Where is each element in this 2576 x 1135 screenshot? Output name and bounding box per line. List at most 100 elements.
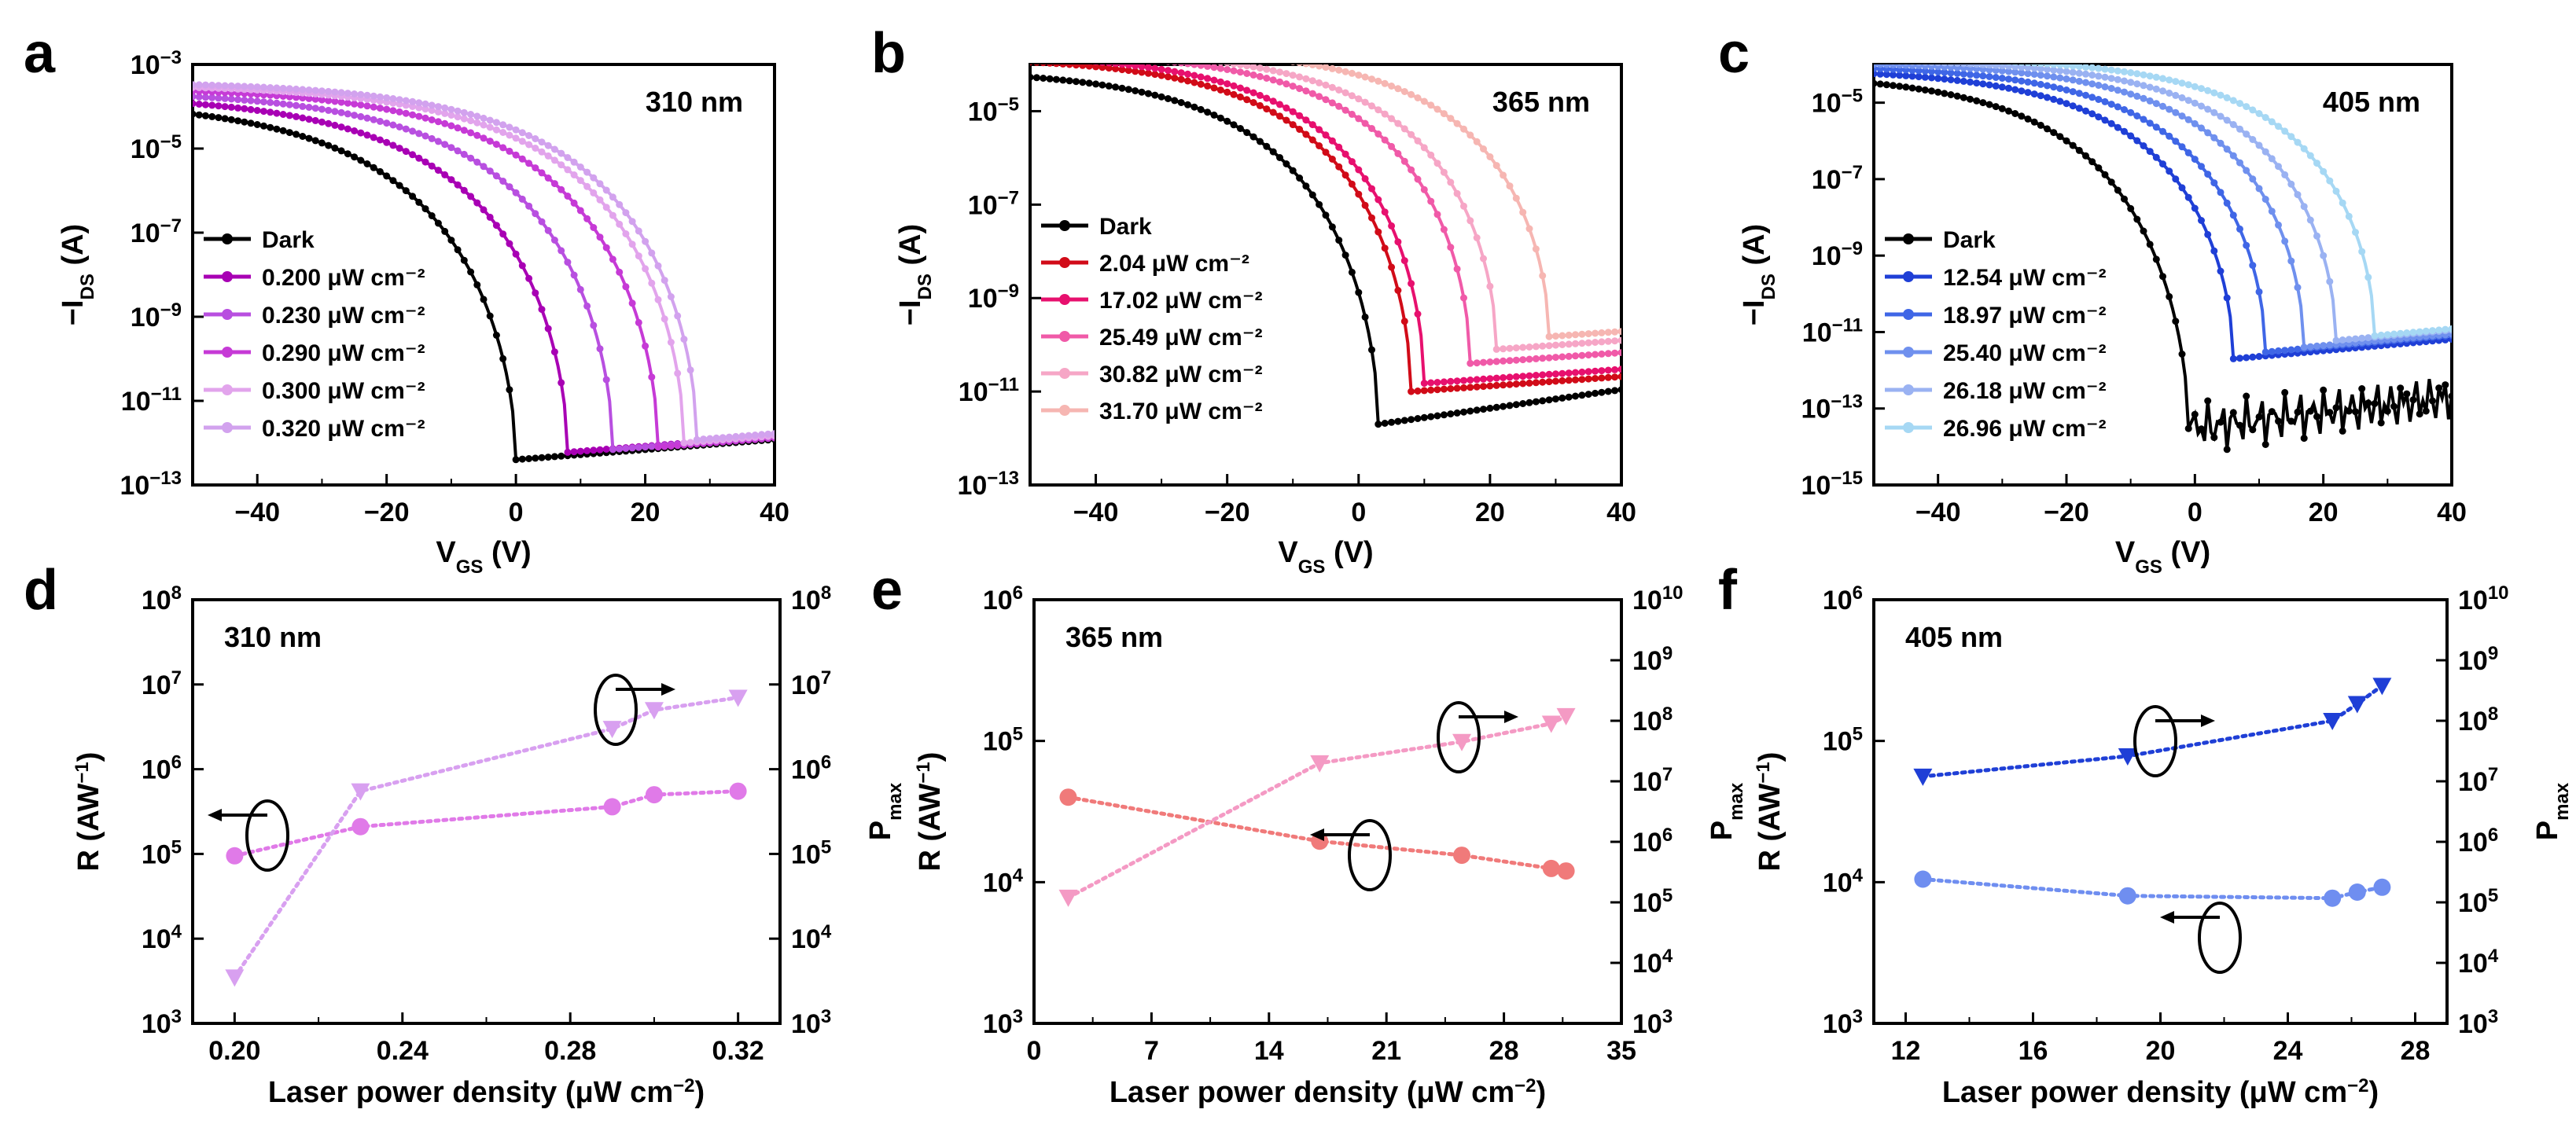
- series-point: [1973, 64, 1981, 68]
- series-point: [1341, 106, 1349, 114]
- y-right-tick-label: 104: [791, 921, 832, 955]
- series-point: [227, 116, 235, 123]
- series-point: [1256, 64, 1264, 72]
- series-point: [1059, 51, 1066, 58]
- series-point: [1124, 64, 1132, 69]
- series-point: [421, 105, 429, 113]
- series-point: [1480, 383, 1487, 391]
- series-point: [1539, 272, 1547, 280]
- legend-label: 0.290 μW cm⁻²: [262, 340, 425, 366]
- series-point: [738, 432, 746, 440]
- axis-indicator-ring: [1437, 701, 1481, 773]
- series-point: [259, 122, 267, 130]
- series-point: [622, 209, 630, 217]
- series-point: [1059, 64, 1067, 68]
- series-point: [1492, 162, 1500, 170]
- series-point: [415, 99, 423, 107]
- legend-label: 18.97 μW cm⁻²: [1943, 303, 2107, 329]
- series-point: [1948, 56, 1955, 63]
- x-tick-label: −20: [1205, 498, 1250, 527]
- series-point: [1551, 377, 1559, 385]
- series-point: [363, 91, 371, 99]
- series-point: [1348, 158, 1356, 166]
- series-point: [518, 195, 526, 203]
- series-point: [544, 325, 552, 332]
- panel-letter: d: [24, 559, 58, 622]
- series-point: [1565, 393, 1573, 401]
- series-point: [415, 130, 423, 138]
- x-tick-label: 0: [1351, 498, 1366, 527]
- series-point: [1230, 82, 1238, 90]
- series-point: [1973, 79, 1981, 87]
- series-point: [1092, 45, 1099, 52]
- series-point: [1190, 72, 1198, 79]
- series-point: [363, 160, 371, 167]
- series-point: [193, 93, 197, 101]
- series-point: [1492, 358, 1500, 365]
- series-point: [2435, 326, 2443, 334]
- series-point: [2172, 108, 2180, 116]
- series-point: [1198, 49, 1205, 56]
- series-point: [344, 110, 351, 118]
- series-point: [1915, 55, 1923, 62]
- series-point: [1506, 373, 1514, 381]
- series-point: [2275, 163, 2282, 171]
- series-point: [2255, 288, 2263, 296]
- series-point: [1578, 368, 1586, 376]
- series-point: [305, 104, 313, 111]
- series-point: [1243, 86, 1251, 94]
- series-point: [1388, 115, 1396, 123]
- series-point: [1592, 329, 1599, 337]
- series-point: [2050, 83, 2058, 91]
- series-point: [712, 434, 720, 442]
- series-point: [2082, 107, 2089, 115]
- series-point: [1512, 194, 1520, 202]
- series-point: [2422, 407, 2430, 415]
- series-point: [642, 237, 650, 245]
- series-point: [1282, 70, 1290, 78]
- series-point: [1172, 64, 1178, 66]
- series-point: [2249, 262, 2257, 270]
- series-point: [1890, 71, 1897, 79]
- series-point: [285, 93, 293, 101]
- series-point: [1204, 108, 1212, 116]
- y-tick-label: 10−7: [131, 215, 182, 249]
- series-point: [1532, 398, 1540, 406]
- series-point: [1361, 98, 1369, 106]
- series-point: [2191, 99, 2199, 107]
- series-point: [2332, 187, 2340, 195]
- x-tick-label: 14: [1254, 1036, 1284, 1066]
- series-point: [473, 281, 481, 288]
- y-axis-title: −IDS (A): [894, 224, 936, 325]
- series-point: [396, 182, 403, 189]
- series-point: [2075, 77, 2083, 85]
- series-point: [1915, 85, 1923, 93]
- series-point: [2069, 88, 2077, 96]
- series-point: [1124, 67, 1132, 75]
- series-point: [1374, 130, 1382, 138]
- series-point: [1427, 386, 1435, 394]
- series-point: [467, 129, 475, 137]
- series-point: [383, 119, 391, 127]
- series-point: [1928, 64, 1935, 66]
- series-point: [1506, 182, 1514, 190]
- series-point: [1355, 95, 1363, 103]
- series-point: [195, 93, 203, 101]
- series-point: [2011, 86, 2019, 94]
- legend-marker: [1903, 309, 1914, 320]
- series-point: [318, 105, 326, 113]
- plot-area: [193, 81, 775, 464]
- series-point: [1558, 341, 1566, 348]
- series-point: [2364, 334, 2372, 342]
- series-point: [1112, 46, 1119, 53]
- series-point: [1960, 77, 1967, 85]
- series-point: [1171, 68, 1179, 75]
- series-point: [648, 443, 656, 450]
- y-right-tick-label: 107: [1632, 764, 1673, 798]
- series-point: [1604, 373, 1612, 381]
- legend-marker: [1059, 331, 1070, 342]
- series-point: [1145, 52, 1152, 59]
- series-point: [1947, 64, 1955, 67]
- series-point: [1486, 282, 1494, 290]
